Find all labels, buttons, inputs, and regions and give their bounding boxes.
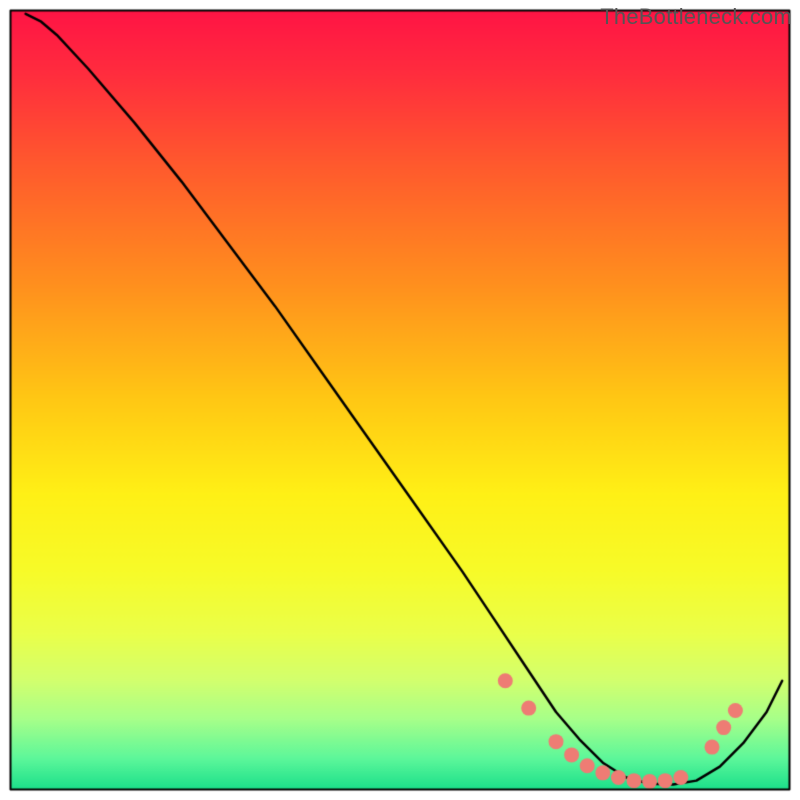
bottleneck-curve-chart [0, 0, 800, 800]
watermark-text: TheBottleneck.com [600, 4, 792, 30]
chart-container: TheBottleneck.com [0, 0, 800, 800]
